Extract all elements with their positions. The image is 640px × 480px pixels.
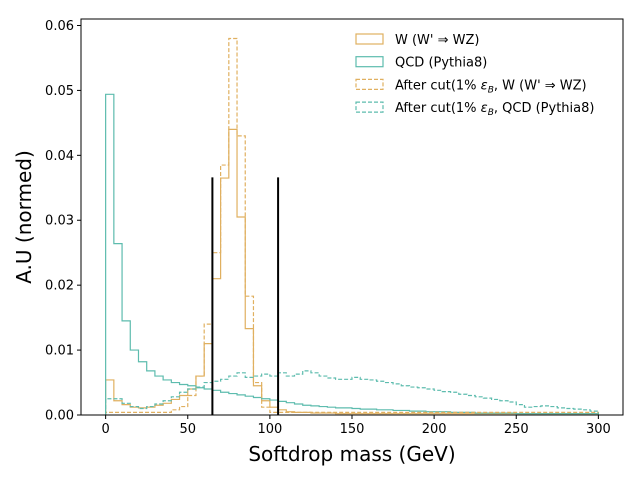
x-axis-ticks: 0 50 100 150 200 250 300: [101, 415, 611, 437]
y-tick-label: 0.01: [45, 344, 74, 359]
y-tick-label: 0.02: [45, 279, 74, 294]
y-tick-label: 0.04: [45, 149, 74, 164]
y-tick-label: 0.00: [45, 409, 74, 424]
x-tick-label: 200: [422, 422, 447, 437]
y-tick-label: 0.05: [45, 84, 74, 99]
mass-window-cuts: [211, 177, 280, 415]
plot-area: [105, 37, 599, 415]
x-tick-label: 0: [101, 422, 109, 437]
legend-label-1: W (W' ⇒ WZ): [395, 33, 479, 48]
legend-swatch-4: [355, 101, 384, 113]
x-tick-label: 300: [586, 422, 611, 437]
y-axis-label: A.U (normed): [12, 150, 36, 284]
x-tick-label: 50: [179, 422, 196, 437]
y-tick-label: 0.06: [45, 19, 74, 34]
series-2-histogram: [105, 93, 599, 415]
legend-swatch-3: [355, 78, 384, 91]
series-1-histogram: [105, 128, 599, 415]
series-4-histogram: [105, 370, 599, 415]
legend-label-4: After cut(1% εB, QCD (Pythia8): [395, 101, 594, 118]
legend-label-2: QCD (Pythia8): [395, 56, 487, 71]
y-axis-ticks: 0.00 0.01 0.02 0.03 0.04 0.05 0.06: [45, 19, 81, 424]
legend-label-3: After cut(1% εB, W (W' ⇒ WZ): [395, 78, 587, 95]
x-tick-label: 100: [257, 422, 282, 437]
legend-swatch-2: [355, 56, 384, 68]
x-tick-label: 250: [504, 422, 529, 437]
y-tick-label: 0.03: [45, 214, 74, 229]
legend: W (W' ⇒ WZ) QCD (Pythia8) After cut(1% εB,…: [355, 33, 594, 118]
x-tick-label: 150: [340, 422, 365, 437]
x-axis-label: Softdrop mass (GeV): [248, 442, 455, 466]
series-3-histogram: [105, 37, 599, 415]
legend-swatch-1: [355, 33, 384, 45]
